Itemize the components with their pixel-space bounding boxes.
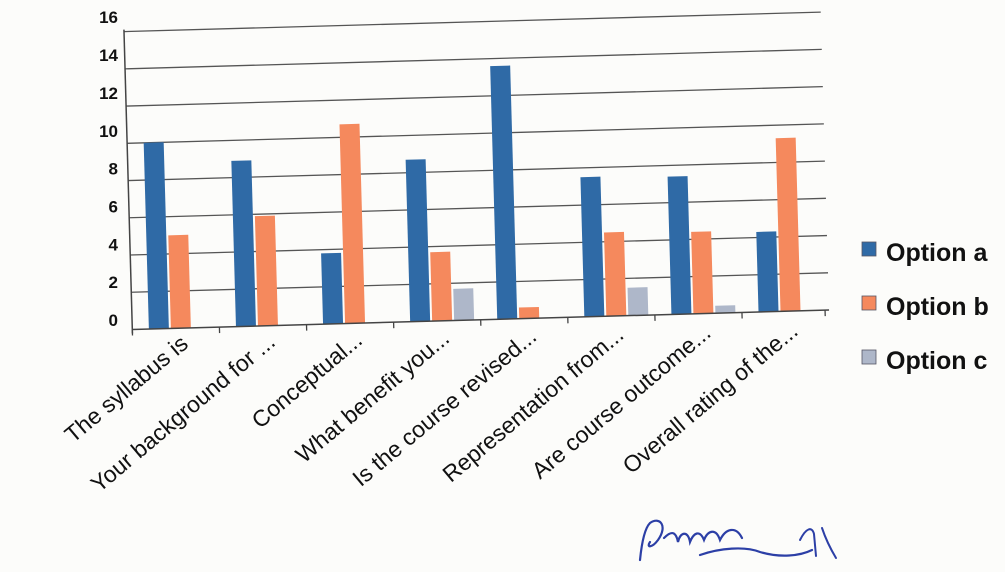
- bar-option-a: [321, 253, 343, 324]
- signature: [640, 521, 836, 560]
- gridlines: [124, 12, 828, 292]
- y-tick-label: 2: [109, 273, 118, 292]
- legend-label: Option b: [886, 293, 989, 321]
- bar-option-b: [691, 231, 713, 313]
- bar-option-c: [453, 288, 474, 320]
- bar-option-a: [406, 159, 431, 322]
- bar-option-b: [604, 232, 626, 316]
- bar-option-a: [580, 177, 604, 317]
- y-tick-label: 16: [99, 8, 118, 27]
- y-tick-label: 4: [109, 235, 119, 254]
- bar-option-c: [628, 287, 649, 315]
- y-tick-label: 10: [99, 122, 118, 141]
- legend-swatch: [862, 350, 876, 364]
- bars: [142, 58, 801, 329]
- y-tick-label: 0: [109, 311, 118, 330]
- gridline: [124, 12, 821, 31]
- y-tick-label: 14: [99, 46, 118, 65]
- gridline: [127, 124, 824, 143]
- bar-option-b: [168, 235, 191, 329]
- bar-option-a: [756, 231, 778, 312]
- bar-option-b: [519, 307, 539, 319]
- bar-option-b: [776, 138, 801, 312]
- bar-option-a: [231, 160, 256, 326]
- gridline: [126, 87, 823, 106]
- legend-label: Option a: [886, 239, 988, 267]
- bar-option-a: [144, 142, 169, 329]
- y-axis-line: [124, 30, 132, 334]
- legend-swatch: [862, 296, 876, 310]
- bar-option-b: [430, 252, 452, 321]
- x-tick-label: What benefit you...: [291, 325, 455, 468]
- y-tick-label: 6: [109, 197, 118, 216]
- bar-option-b: [339, 124, 365, 324]
- legend: Option a Option b Option c: [862, 239, 989, 375]
- y-tick-label: 8: [109, 160, 118, 179]
- bar-option-a: [490, 66, 517, 320]
- bar-option-b: [255, 216, 278, 326]
- bar-option-a: [668, 176, 692, 314]
- y-tick-labels: 0 2 4 6 8 10 12 14 16: [99, 8, 118, 330]
- legend-label: Option c: [886, 347, 987, 375]
- legend-swatch: [862, 242, 876, 256]
- gridline: [125, 49, 822, 68]
- y-tick-label: 12: [99, 84, 118, 103]
